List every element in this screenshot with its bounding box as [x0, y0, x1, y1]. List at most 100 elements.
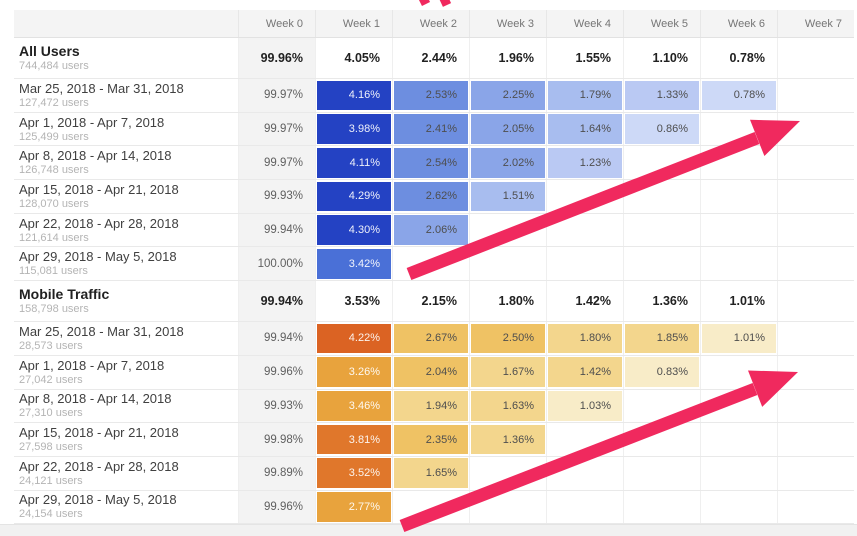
summary-value-cell: 3.53% [315, 281, 392, 322]
week-header-cell: Week 4 [546, 10, 623, 37]
cohort-row: Apr 15, 2018 - Apr 21, 2018 27,598 users 9… [14, 423, 854, 457]
week0-value: 99.93% [263, 190, 303, 203]
summary-value-cell: 1.36% [623, 281, 700, 322]
week0-cell: 99.93% [238, 180, 315, 213]
corner-cell [14, 10, 238, 37]
retention-chip: 3.52% [317, 458, 391, 489]
cohort-date-range: Apr 22, 2018 - Apr 28, 2018 [19, 215, 179, 231]
week-header-label: Week 7 [804, 17, 842, 30]
summary-value-cell: 2.44% [392, 38, 469, 78]
week0-value: 99.93% [263, 399, 303, 412]
empty-cell [777, 213, 854, 247]
empty-cell [469, 213, 546, 247]
retention-cell: 2.04% [392, 355, 469, 389]
retention-cell: 1.94% [392, 389, 469, 423]
retention-chip: 1.64% [548, 114, 622, 144]
retention-cell: 2.53% [392, 79, 469, 112]
summary-value: 2.15% [421, 294, 457, 309]
empty-cell [623, 146, 700, 180]
week-header-label: Week 6 [727, 17, 765, 30]
retention-chip: 2.53% [394, 80, 468, 111]
empty-cell [546, 456, 623, 490]
cohort-row: Apr 1, 2018 - Apr 7, 2018 27,042 users 99.… [14, 355, 854, 390]
cohort-label-cell: Apr 8, 2018 - Apr 14, 2018 27,310 users [14, 390, 238, 423]
retention-cell: 2.35% [392, 423, 469, 456]
week-header-cell: Week 7 [777, 10, 854, 37]
week0-cell: 99.97% [238, 112, 315, 146]
cohort-user-count: 28,573 users [19, 339, 83, 352]
cohort-label-cell: Apr 22, 2018 - Apr 28, 2018 121,614 users [14, 214, 238, 247]
retention-chip: 4.29% [317, 181, 391, 212]
retention-cell: 1.67% [469, 355, 546, 389]
cohort-label-cell: Apr 1, 2018 - Apr 7, 2018 27,042 users [14, 356, 238, 389]
cohort-table: Week 0 Week 1 Week 2 Week 3 Week 4 Week 5 Week… [14, 10, 854, 525]
week-header-cell: Week 6 [700, 10, 777, 37]
cohort-date-range: Apr 8, 2018 - Apr 14, 2018 [19, 391, 172, 407]
retention-chip: 3.42% [317, 248, 391, 279]
retention-chip: 1.42% [548, 357, 622, 387]
cohort-row: Mar 25, 2018 - Mar 31, 2018 127,472 users… [14, 79, 854, 113]
retention-chip: 2.06% [394, 215, 468, 245]
cohort-label-cell: Apr 15, 2018 - Apr 21, 2018 128,070 users [14, 180, 238, 213]
retention-cell: 1.65% [392, 456, 469, 490]
cohort-label-cell: Apr 29, 2018 - May 5, 2018 115,081 users [14, 247, 238, 280]
summary-value-cell: 1.42% [546, 281, 623, 322]
retention-cell: 0.83% [623, 355, 700, 389]
empty-cell [777, 322, 854, 355]
retention-cell: 1.51% [469, 180, 546, 213]
empty-cell [623, 180, 700, 213]
summary-value-cell: 1.55% [546, 38, 623, 78]
retention-cell: 1.63% [469, 389, 546, 423]
empty-cell [700, 490, 777, 524]
week-header-label: Week 2 [419, 17, 457, 30]
cohort-date-range: Apr 29, 2018 - May 5, 2018 [19, 492, 177, 508]
column-header-row: Week 0 Week 1 Week 2 Week 3 Week 4 Week 5 Week… [14, 10, 854, 38]
empty-cell [623, 490, 700, 524]
summary-value: 1.80% [498, 294, 534, 309]
cohort-row: Apr 1, 2018 - Apr 7, 2018 125,499 users 99… [14, 112, 854, 147]
week0-value: 99.97% [263, 123, 303, 136]
retention-chip: 1.80% [548, 323, 622, 354]
cohort-row: Apr 8, 2018 - Apr 14, 2018 126,748 users 9… [14, 146, 854, 181]
summary-value: 99.96% [260, 51, 303, 65]
retention-cell: 3.42% [315, 247, 392, 281]
retention-chip: 1.94% [394, 391, 468, 421]
empty-cell [777, 112, 854, 146]
week0-cell: 100.00% [238, 247, 315, 281]
summary-row: Mobile Traffic 158,798 users 99.94% 3.53% 2.… [14, 281, 854, 323]
retention-cell: 1.03% [546, 389, 623, 423]
retention-chip: 4.22% [317, 323, 391, 354]
retention-cell: 1.85% [623, 322, 700, 355]
retention-chip: 1.03% [548, 391, 622, 421]
summary-value-cell: 2.15% [392, 281, 469, 322]
summary-value-cell: 1.96% [469, 38, 546, 78]
retention-chip: 1.01% [702, 323, 776, 354]
cohort-user-count: 27,042 users [19, 373, 83, 386]
empty-cell [392, 490, 469, 524]
week0-value: 99.98% [263, 433, 303, 446]
retention-chip: 1.51% [471, 181, 545, 212]
empty-cell [700, 355, 777, 389]
summary-value-cell: 1.80% [469, 281, 546, 322]
empty-cell [546, 247, 623, 281]
cohort-user-count: 127,472 users [19, 96, 89, 109]
summary-value: 1.55% [575, 51, 611, 65]
retention-chip: 2.25% [471, 80, 545, 111]
empty-cell [700, 146, 777, 180]
cohort-date-range: Apr 22, 2018 - Apr 28, 2018 [19, 458, 179, 474]
segment-user-count: 744,484 users [19, 60, 89, 72]
week0-cell: 99.94% [238, 213, 315, 247]
summary-value: 99.94% [260, 294, 303, 309]
week-header-cell: Week 0 [238, 10, 315, 37]
empty-cell [623, 213, 700, 247]
cohort-label-cell: Apr 8, 2018 - Apr 14, 2018 126,748 users [14, 146, 238, 179]
empty-cell [546, 490, 623, 524]
retention-cell: 4.11% [315, 146, 392, 180]
cohort-user-count: 24,154 users [19, 508, 83, 521]
cohort-row: Mar 25, 2018 - Mar 31, 2018 28,573 users 9… [14, 322, 854, 356]
summary-value-cell [777, 38, 854, 78]
summary-week0-cell: 99.94% [238, 281, 315, 322]
retention-chip: 4.30% [317, 215, 391, 245]
empty-cell [777, 180, 854, 213]
summary-value-cell: 0.78% [700, 38, 777, 78]
